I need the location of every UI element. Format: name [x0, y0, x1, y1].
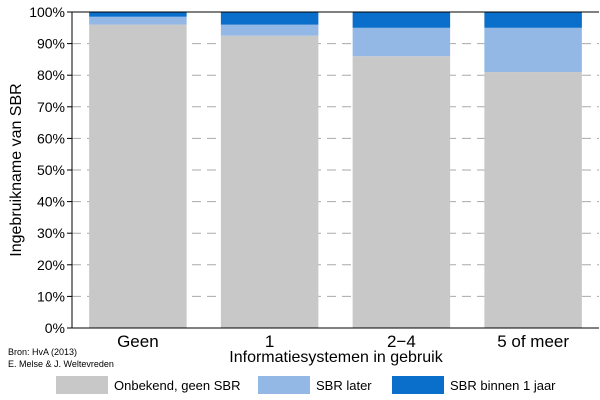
x-tick-label: 1 [265, 332, 274, 351]
legend-swatch [392, 376, 444, 394]
y-tick-label: 0% [45, 320, 65, 336]
bar-segment [89, 12, 187, 17]
y-axis-label: Ingebruikname van SBR [8, 83, 25, 256]
source-line-1: Bron: HvA (2013) [8, 347, 77, 357]
y-tick-label: 30% [37, 225, 65, 241]
legend-label: SBR later [316, 378, 372, 393]
bar-segment [484, 12, 582, 28]
y-tick-label: 80% [37, 67, 65, 83]
bar-segment [220, 12, 319, 25]
y-tick-label: 100% [29, 4, 65, 20]
bar-segment [220, 35, 319, 328]
bar-segment [89, 24, 187, 328]
y-tick-label: 60% [37, 130, 65, 146]
bar-segment [484, 72, 582, 328]
x-axis-label: Informatiesystemen in gebruik [229, 349, 443, 366]
bar-segment [220, 24, 319, 36]
y-ticks: 0% 10% 20% 30% 40% 50% 60% 70% 80% 90% 100% [29, 4, 72, 336]
y-tick-label: 10% [37, 288, 65, 304]
legend-label: SBR binnen 1 jaar [450, 378, 556, 393]
y-tick-label: 70% [37, 99, 65, 115]
bar-segment [352, 12, 451, 28]
legend-swatch [258, 376, 310, 394]
legend: Onbekend, geen SBR SBR later SBR binnen 1 … [5, 374, 595, 396]
y-tick-label: 40% [37, 194, 65, 210]
y-tick-label: 50% [37, 162, 65, 178]
bar-segment [352, 56, 451, 329]
bar-segment [352, 27, 451, 57]
legend-swatch [56, 376, 108, 394]
y-tick-label: 90% [37, 36, 65, 52]
bar-segment [484, 27, 582, 73]
bar-segment [89, 16, 187, 25]
legend-label: Onbekend, geen SBR [114, 378, 240, 393]
y-tick-label: 20% [37, 257, 65, 273]
bars [89, 12, 582, 329]
x-tick-label: 2−4 [387, 332, 416, 351]
x-tick-label: Geen [117, 332, 159, 351]
source-line-2: E. Melse & J. Weltevreden [8, 359, 114, 369]
x-ticks: Geen 1 2−4 5 of meer [117, 332, 569, 351]
x-tick-label: 5 of meer [497, 332, 569, 351]
